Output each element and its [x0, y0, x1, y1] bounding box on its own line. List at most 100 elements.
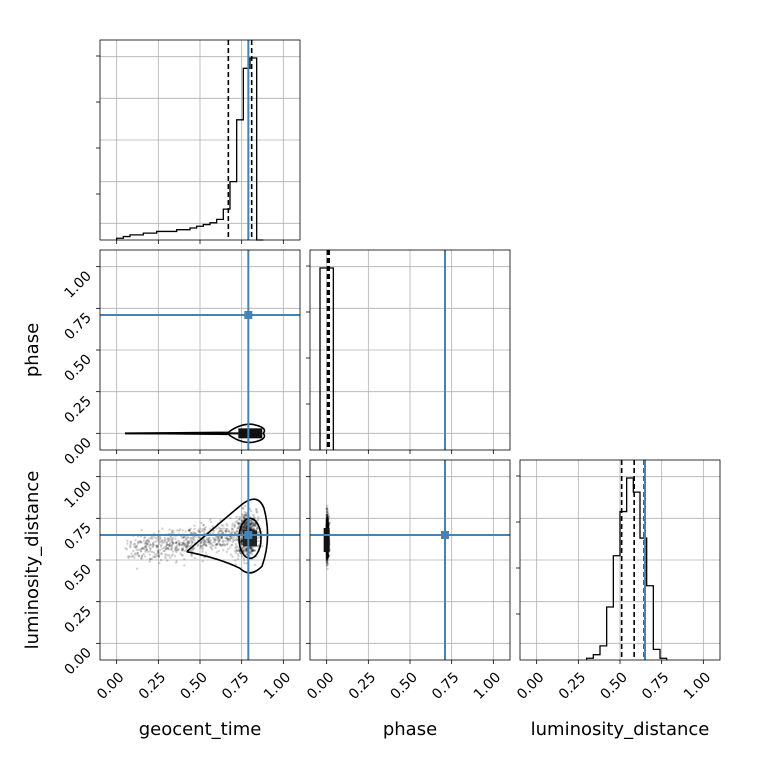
sample-point — [219, 519, 222, 522]
sample-point — [237, 549, 241, 553]
sample-point — [325, 520, 329, 524]
sample-point — [327, 523, 330, 527]
sample-point — [239, 552, 243, 556]
sample-point — [325, 518, 328, 521]
sample-point — [193, 531, 197, 535]
sample-point — [210, 544, 214, 547]
panel-phase-luminosity_distance: 0.00 0.25 0.50 0.75 1.00 — [304, 459, 511, 703]
sample-point — [160, 553, 163, 556]
sample-point — [244, 524, 247, 527]
sample-point — [325, 519, 329, 523]
sample-point — [244, 548, 248, 551]
sample-point — [325, 507, 329, 510]
sample-point — [139, 547, 142, 551]
sample-point — [180, 553, 183, 557]
sample-point — [326, 554, 329, 558]
sample-point — [327, 512, 330, 516]
sample-point — [325, 520, 329, 523]
x-axis-label-luminosity_distance: luminosity_distance — [531, 719, 710, 740]
sample-point — [326, 516, 329, 519]
sample-point — [161, 541, 164, 545]
sample-point — [203, 527, 207, 530]
sample-point — [238, 522, 241, 525]
sample-point — [150, 535, 154, 538]
sample-point — [326, 553, 329, 556]
sample-point — [240, 540, 243, 543]
sample-point — [255, 508, 259, 511]
sample-point — [325, 552, 329, 556]
sample-point — [129, 541, 133, 544]
sample-point — [184, 530, 187, 533]
sample-point — [177, 529, 181, 533]
sample-point — [152, 543, 155, 546]
sample-point — [326, 511, 329, 514]
sample-point — [234, 551, 238, 555]
sample-point — [212, 529, 216, 532]
sample-point — [233, 524, 236, 528]
sample-point — [326, 526, 329, 529]
sample-point — [164, 553, 167, 556]
sample-point — [151, 537, 154, 540]
sample-point — [327, 523, 330, 526]
sample-point — [203, 528, 207, 532]
sample-point — [239, 540, 243, 544]
sample-point — [158, 540, 161, 544]
sample-point — [197, 530, 200, 533]
sample-point — [151, 545, 155, 549]
sample-point — [157, 530, 161, 533]
sample-point — [242, 546, 246, 549]
sample-point — [186, 543, 189, 546]
sample-point — [213, 540, 217, 543]
hist-panel-geocent_time — [96, 39, 301, 244]
sample-point — [234, 532, 237, 535]
sample-point — [166, 559, 169, 562]
sample-point — [175, 550, 178, 554]
sample-point — [326, 524, 330, 527]
sample-point — [325, 525, 329, 528]
sample-point — [170, 544, 173, 547]
sample-point — [155, 553, 158, 556]
sample-point — [244, 523, 248, 526]
sample-point — [185, 545, 188, 549]
sample-point — [325, 520, 329, 523]
sample-point — [190, 553, 193, 556]
sample-point — [244, 550, 248, 553]
sample-point — [130, 555, 134, 558]
sample-point — [136, 542, 139, 545]
sample-point — [184, 544, 187, 547]
sample-point — [132, 543, 136, 546]
sample-point — [326, 510, 330, 513]
sample-point — [188, 539, 191, 543]
sample-point — [325, 517, 329, 520]
sample-point — [326, 525, 329, 529]
sample-point — [326, 515, 329, 519]
sample-point — [250, 519, 253, 523]
sample-point — [180, 548, 184, 552]
sample-point — [325, 514, 329, 517]
sample-point — [152, 551, 155, 554]
sample-point — [189, 527, 192, 530]
sample-point — [325, 525, 328, 529]
sample-point — [326, 521, 329, 525]
sample-point — [251, 522, 255, 526]
sample-point — [325, 525, 329, 529]
sample-point — [240, 519, 243, 523]
sample-point — [325, 523, 328, 527]
sample-point — [202, 542, 205, 545]
sample-point — [237, 549, 241, 552]
sample-point — [249, 547, 253, 550]
sample-point — [217, 530, 221, 534]
sample-point — [189, 539, 193, 542]
sample-point — [325, 524, 328, 527]
sample-point — [229, 553, 233, 556]
sample-point — [155, 544, 159, 547]
sample-point — [252, 549, 255, 552]
sample-point — [244, 523, 247, 526]
sample-point — [254, 522, 257, 525]
sample-point — [215, 543, 218, 547]
sample-point — [234, 545, 238, 548]
sample-point — [327, 523, 330, 527]
sample-point — [326, 567, 329, 570]
sample-point — [325, 515, 328, 519]
sample-point — [137, 548, 141, 552]
